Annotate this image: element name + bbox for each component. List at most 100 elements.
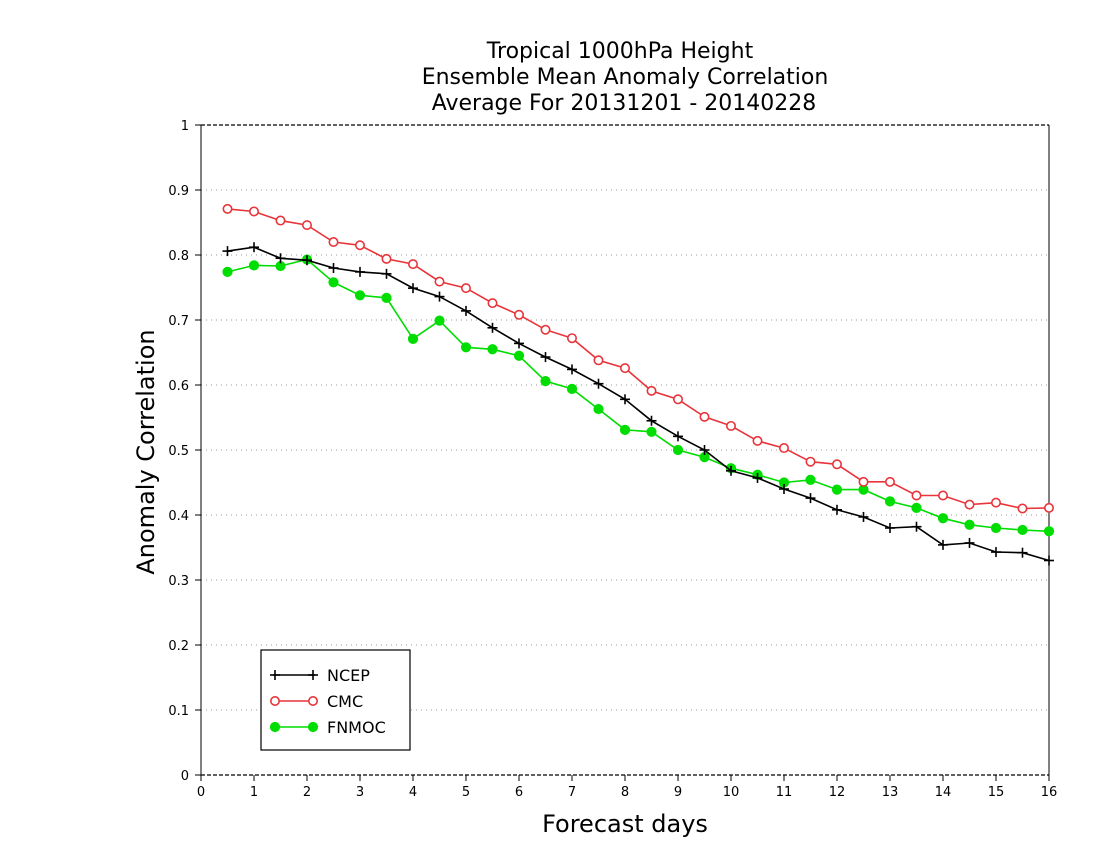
data-point-cmc [699, 411, 710, 422]
data-point-ncep [461, 305, 471, 316]
data-point-ncep [1017, 547, 1028, 558]
legend: NCEP CMC FNMOC [260, 649, 411, 751]
data-point-cmc [1017, 503, 1028, 514]
data-point-ncep [832, 504, 842, 515]
data-point-cmc [487, 298, 498, 309]
series-ncep [222, 242, 1054, 566]
data-point-ncep [408, 283, 418, 294]
data-point-cmc [990, 497, 1001, 508]
data-point-ncep [434, 291, 445, 302]
data-point-cmc [566, 333, 577, 344]
y-tick-label: 0.1 [168, 704, 189, 719]
data-point-fnmoc [460, 342, 472, 353]
data-point-fnmoc [593, 403, 604, 415]
y-tick-label: 0.2 [168, 639, 189, 654]
data-point-ncep [514, 338, 524, 349]
chart-title-line-1: Tropical 1000hPa Height [486, 39, 754, 64]
data-point-fnmoc [937, 513, 949, 524]
data-point-fnmoc [354, 290, 366, 301]
data-point-fnmoc [619, 424, 631, 435]
x-tick-label: 13 [882, 785, 899, 800]
y-axis-label: Anomaly Correlation [132, 329, 160, 574]
data-point-cmc [434, 276, 445, 287]
data-point-fnmoc [434, 315, 445, 326]
legend-item-cmc: CMC [269, 692, 363, 711]
data-point-cmc [381, 253, 392, 264]
series-lines [222, 203, 1055, 566]
data-point-cmc [249, 206, 260, 217]
data-point-ncep [487, 322, 498, 333]
data-point-ncep [381, 268, 392, 279]
chart-title-line-3: Average For 20131201 - 20140228 [432, 91, 817, 116]
data-point-ncep [355, 266, 365, 277]
series-fnmoc [222, 254, 1055, 537]
legend-marker-left-fnmoc [269, 721, 281, 733]
data-point-ncep [752, 472, 763, 483]
legend-label-fnmoc: FNMOC [327, 718, 386, 737]
legend-label-ncep: NCEP [327, 666, 370, 685]
data-point-cmc [805, 456, 816, 467]
legend-box [260, 649, 411, 751]
data-point-cmc [646, 385, 657, 396]
data-point-ncep [779, 484, 789, 494]
data-point-cmc [301, 220, 312, 231]
data-point-fnmoc [1043, 526, 1055, 537]
y-tick-label: 0.4 [168, 509, 189, 524]
data-point-cmc [725, 420, 736, 431]
data-point-ncep [249, 242, 259, 253]
x-tick-label: 15 [988, 785, 1005, 800]
x-tick-label: 2 [303, 785, 311, 800]
x-axis-label: Forecast days [542, 810, 708, 838]
data-point-cmc [964, 499, 975, 510]
chart-title-line-2: Ensemble Mean Anomaly Correlation [422, 65, 829, 90]
series-line-fnmoc [227, 258, 1050, 533]
x-tick-label: 11 [776, 785, 793, 800]
data-point-fnmoc [407, 333, 419, 344]
legend-marker-right-ncep [308, 670, 318, 680]
x-axis-ticks: 0 1 2 3 4 5 6 7 8 9 10 11 12 13 14 15 16 [197, 775, 1057, 800]
y-tick-label: 0.3 [168, 574, 189, 589]
data-point-ncep [620, 394, 630, 405]
x-tick-label: 7 [568, 785, 576, 800]
x-tick-label: 0 [197, 785, 205, 800]
data-point-fnmoc [540, 376, 551, 387]
data-point-fnmoc [513, 350, 525, 361]
data-point-fnmoc [1017, 524, 1028, 536]
legend-marker-right-cmc [307, 695, 318, 706]
data-point-cmc [222, 203, 233, 214]
legend-item-ncep: NCEP [270, 666, 370, 685]
data-point-cmc [911, 490, 922, 501]
x-tick-label: 4 [409, 785, 417, 800]
data-point-ncep [328, 263, 339, 273]
series-cmc [222, 203, 1055, 514]
data-point-fnmoc [831, 484, 843, 495]
data-point-fnmoc [487, 344, 498, 355]
x-tick-label: 1 [250, 785, 258, 800]
legend-marker-left-ncep [270, 670, 280, 680]
data-point-fnmoc [646, 426, 657, 437]
data-point-ncep [646, 415, 657, 426]
data-point-fnmoc [248, 260, 260, 271]
x-tick-label: 16 [1041, 785, 1058, 800]
data-point-fnmoc [990, 522, 1002, 534]
data-point-cmc [593, 355, 604, 366]
data-point-fnmoc [381, 292, 392, 303]
data-point-ncep [911, 521, 922, 532]
y-tick-label: 1 [181, 119, 189, 134]
data-point-ncep [699, 445, 710, 455]
data-point-ncep [726, 465, 736, 476]
data-point-fnmoc [566, 383, 578, 394]
data-point-cmc [858, 476, 869, 487]
data-point-fnmoc [222, 266, 233, 277]
data-point-cmc [328, 237, 339, 248]
data-point-cmc [937, 490, 948, 501]
x-tick-label: 10 [723, 785, 740, 800]
x-tick-label: 14 [935, 785, 952, 800]
data-point-ncep [805, 493, 816, 504]
y-tick-label: 0.9 [168, 184, 189, 199]
data-point-cmc [884, 476, 895, 487]
data-point-cmc [460, 283, 471, 294]
y-tick-label: 0.6 [168, 379, 189, 394]
data-point-fnmoc [328, 277, 339, 288]
